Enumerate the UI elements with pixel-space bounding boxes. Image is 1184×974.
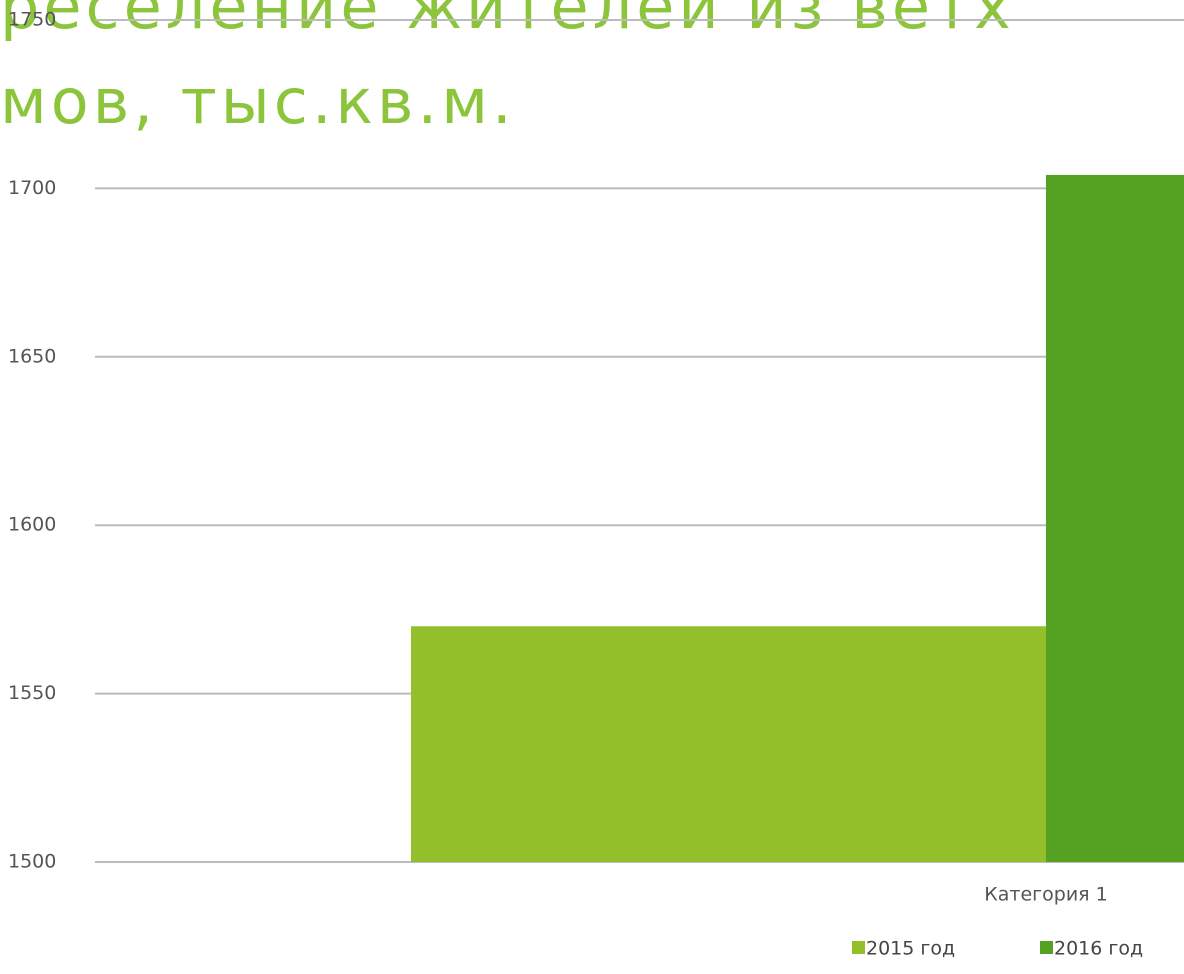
y-tick-label: 1650 xyxy=(8,345,56,367)
legend-label: 2015 год xyxy=(866,938,955,960)
legend-swatch xyxy=(1040,941,1053,954)
chart-title: мов, тыс.кв.м. xyxy=(0,65,516,138)
chart-title: реселение жителей из ветх xyxy=(0,0,1015,43)
y-tick-label: 1550 xyxy=(8,682,56,704)
legend-label: 2016 год xyxy=(1054,938,1143,960)
y-tick-label: 1700 xyxy=(8,177,56,199)
y-tick-label: 1500 xyxy=(8,851,56,873)
x-tick-label: Категория 1 xyxy=(984,884,1107,906)
bar xyxy=(411,626,1046,862)
y-tick-label: 1750 xyxy=(8,9,56,31)
legend-swatch xyxy=(852,941,865,954)
y-tick-label: 1600 xyxy=(8,514,56,536)
bar xyxy=(1046,174,1184,863)
